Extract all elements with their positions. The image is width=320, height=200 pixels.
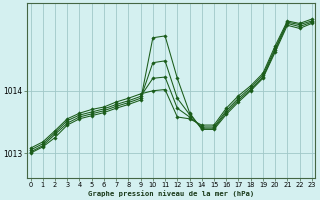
X-axis label: Graphe pression niveau de la mer (hPa): Graphe pression niveau de la mer (hPa) [88, 190, 254, 197]
